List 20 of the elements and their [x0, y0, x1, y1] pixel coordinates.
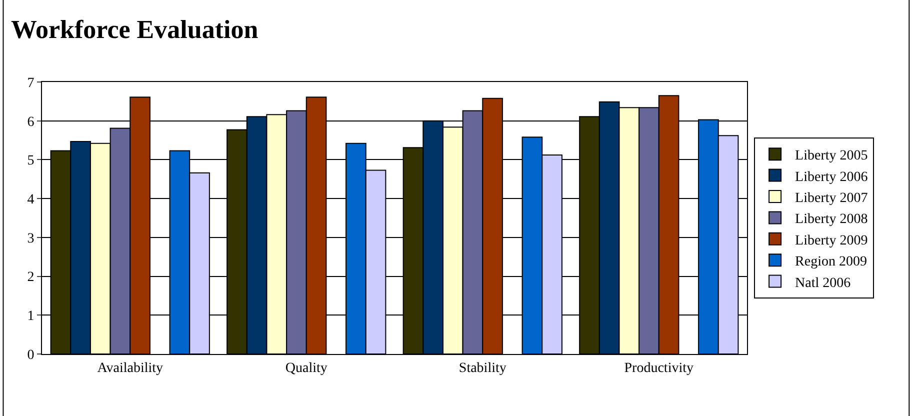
legend-label: Liberty 2007: [795, 190, 868, 206]
y-tick-label: 6: [27, 114, 34, 130]
y-tick-label: 5: [27, 154, 34, 169]
chart-title: Workforce Evaluation: [10, 15, 259, 44]
y-tick-label: 7: [27, 76, 34, 91]
y-tick-label: 0: [27, 348, 34, 363]
y-tick-label: 3: [27, 231, 34, 246]
legend-label: Liberty 2009: [795, 233, 868, 248]
x-tick-label: Productivity: [624, 360, 694, 376]
y-tick-label: 4: [27, 192, 34, 208]
legend-label: Liberty 2008: [795, 212, 868, 228]
x-tick-label: Quality: [285, 360, 328, 376]
legend-label: Natl 2006: [795, 276, 851, 291]
x-tick-label: Stability: [458, 360, 506, 376]
x-tick-label: Availability: [97, 360, 164, 376]
legend-label: Region 2009: [795, 254, 868, 270]
y-tick-label: 1: [27, 309, 34, 324]
legend-label: Liberty 2006: [795, 170, 868, 185]
legend-label: Liberty 2005: [795, 148, 868, 164]
y-tick-label: 2: [27, 270, 34, 286]
